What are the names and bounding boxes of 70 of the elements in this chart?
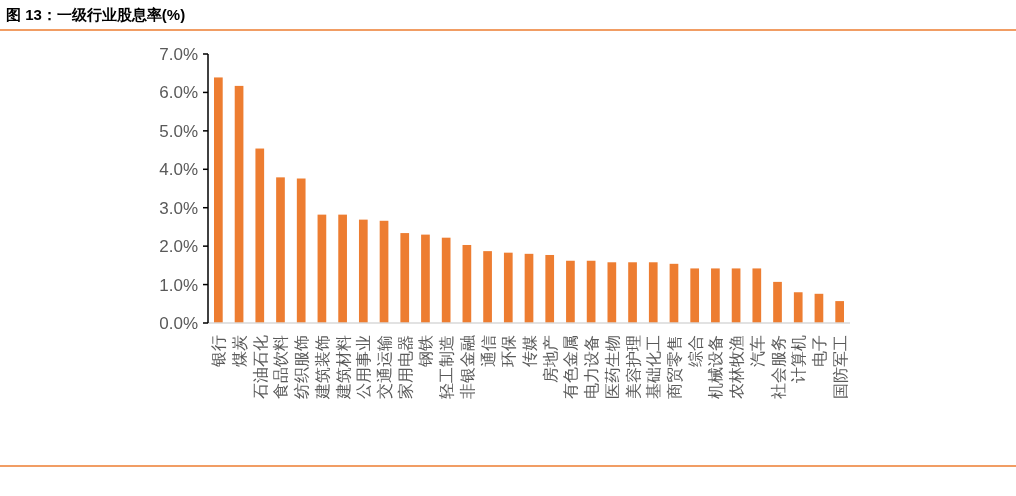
x-tick-label: 建筑材料 — [334, 335, 352, 400]
x-tick-label: 交通运输 — [376, 335, 394, 399]
bar — [711, 268, 720, 323]
x-tick-label: 机械设备 — [707, 335, 725, 399]
x-tick-label: 纺织服饰 — [293, 335, 311, 399]
x-tick-label: 通信 — [479, 335, 497, 367]
x-tick-label: 轻工制造 — [438, 335, 456, 399]
x-tick-label: 医药生物 — [603, 335, 621, 399]
bar — [483, 251, 492, 323]
bar — [731, 268, 741, 323]
y-tick-label: 6.0% — [159, 83, 198, 103]
bar — [648, 262, 658, 323]
bar — [421, 234, 430, 323]
x-tick-label: 银行 — [210, 335, 228, 368]
bar — [379, 220, 389, 323]
bar — [296, 178, 306, 323]
bar — [338, 214, 347, 323]
x-tick-label: 电力设备 — [583, 335, 601, 399]
bar — [234, 85, 244, 323]
bar — [690, 268, 700, 323]
bar — [773, 281, 782, 323]
bar — [793, 292, 803, 323]
bar — [441, 237, 451, 323]
y-tick-label: 1.0% — [159, 275, 198, 295]
bar — [524, 253, 534, 323]
x-tick-label: 公用事业 — [355, 335, 373, 399]
bar — [752, 268, 762, 323]
x-tick-label: 煤炭 — [231, 335, 249, 367]
bar — [566, 260, 575, 323]
chart-title: 图 13：一级行业股息率(%) — [6, 6, 186, 23]
bar — [545, 254, 555, 323]
bar — [669, 263, 679, 323]
y-tick-label: 7.0% — [159, 45, 198, 64]
y-tick-label: 3.0% — [159, 198, 198, 218]
bar — [503, 252, 513, 323]
y-tick-label: 5.0% — [159, 121, 198, 141]
x-tick-label: 商贸零售 — [665, 335, 683, 399]
x-tick-label: 石油石化 — [251, 335, 269, 399]
bar — [607, 262, 617, 323]
x-tick-label: 家用电器 — [396, 335, 414, 399]
x-tick-label: 有色金属 — [562, 335, 580, 399]
bar — [317, 214, 327, 323]
bar — [255, 148, 265, 323]
y-tick-label: 2.0% — [159, 237, 198, 257]
x-tick-label: 食品饮料 — [272, 335, 290, 399]
bar — [400, 233, 410, 323]
bar — [586, 260, 596, 323]
x-tick-label: 电子 — [810, 335, 828, 367]
bar — [835, 301, 844, 323]
x-tick-label: 钢铁 — [417, 335, 435, 368]
bar — [358, 219, 368, 323]
x-tick-label: 环保 — [500, 335, 518, 367]
x-tick-label: 基础化工 — [645, 335, 663, 399]
x-tick-label: 非银金融 — [458, 335, 476, 399]
x-tick-label: 传媒 — [521, 335, 538, 367]
x-tick-label: 计算机 — [790, 335, 808, 383]
x-tick-label: 农林牧渔 — [728, 335, 746, 399]
x-tick-label: 美容护理 — [624, 335, 642, 399]
x-tick-label: 房地产 — [541, 335, 559, 383]
bar — [276, 177, 285, 323]
x-tick-label: 综合 — [686, 335, 704, 367]
x-tick-label: 建筑装饰 — [313, 335, 331, 400]
bar — [462, 244, 472, 323]
y-tick-label: 0.0% — [159, 314, 198, 333]
x-tick-label: 国防军工 — [831, 335, 849, 399]
y-tick-label: 4.0% — [159, 160, 198, 180]
bar — [628, 262, 637, 323]
bar — [214, 77, 223, 323]
x-tick-label: 社会服务 — [769, 335, 787, 399]
x-tick-label: 汽车 — [748, 335, 766, 367]
